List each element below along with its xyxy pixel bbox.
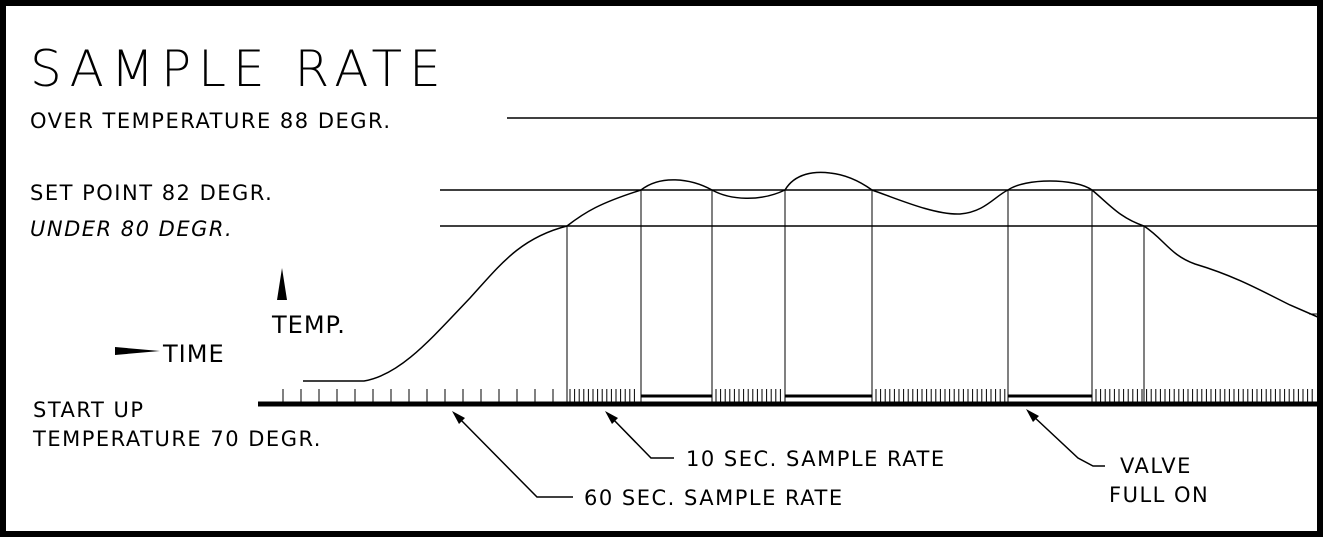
time-axis-label: TIME — [162, 340, 225, 368]
startup-temperature-label: TEMPERATURE 70 DEGR. — [32, 427, 322, 451]
valve-full-on-label: FULL ON — [1109, 483, 1209, 507]
sample-tick-marks — [282, 389, 1313, 404]
ten-sec-sample-rate-label: 10 SEC. SAMPLE RATE — [686, 447, 946, 471]
over-temperature-label: OVER TEMPERATURE 88 DEGR. — [30, 109, 392, 133]
crossing-drop-lines — [566, 190, 1145, 404]
set-point-label: SET POINT 82 DEGR. — [30, 181, 273, 205]
callout-arrowheads — [452, 409, 1039, 424]
time-arrow-icon — [115, 347, 160, 355]
valve-label: VALVE — [1120, 454, 1192, 478]
callout-leaders — [457, 414, 1105, 498]
temp-arrow-icon — [277, 268, 287, 300]
sixty-sec-sample-rate-label: 60 SEC. SAMPLE RATE — [584, 486, 844, 510]
startup-label: START UP — [33, 398, 145, 422]
temp-axis-label: TEMP. — [271, 311, 346, 339]
under-temperature-label: UNDER 80 DEGR. — [30, 217, 233, 241]
diagram-title: SAMPLE RATE — [30, 40, 448, 98]
temperature-curve — [303, 171, 1321, 382]
